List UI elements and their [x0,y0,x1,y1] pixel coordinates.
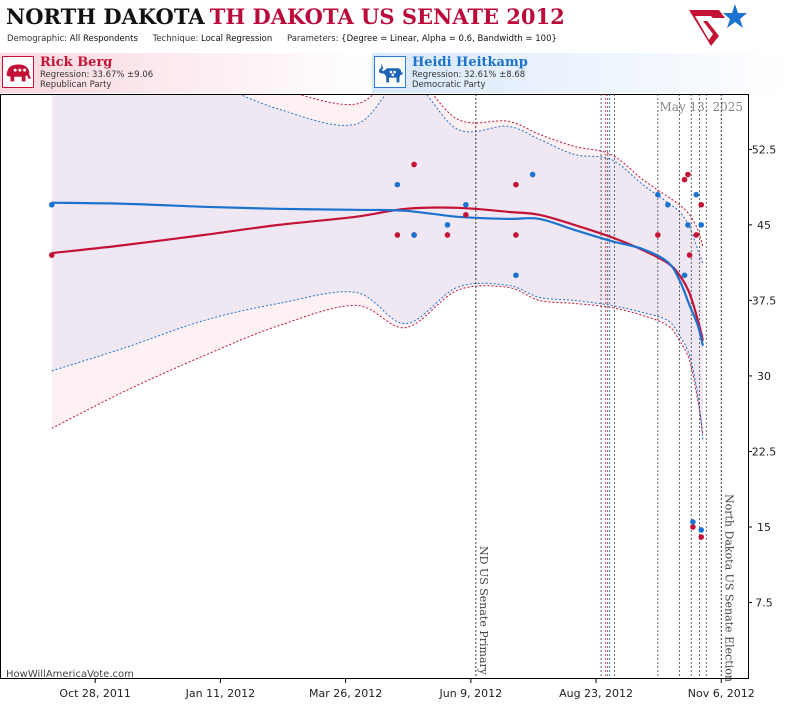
parameters-line: Demographic: All Respondents Technique: … [7,34,569,44]
chart-title: NORTH DAKOTA TH DAKOTA US SENATE 2012 [6,4,565,29]
title-state: NORTH DAKOTA [6,4,205,29]
poll-point-rep[interactable] [513,181,519,188]
poll-point-rep[interactable] [513,232,519,238]
rep-name: Rick Berg [40,55,113,70]
trend-line-rep [51,206,704,341]
candidate-rep-panel: Rick Berg Regression: 33.67% ±9.06 Repub… [0,53,370,93]
rep-regression: Regression: 33.67% ±9.06 [40,70,154,80]
poll-point-dem[interactable] [698,222,705,228]
x-tick-label: Jun 9, 2012 [439,687,503,700]
dem-party: Democratic Party [412,80,486,90]
parameters-label: Parameters: [286,34,339,44]
poll-point-rep[interactable] [690,524,696,530]
poll-point-dem[interactable] [463,201,469,208]
poll-point-dem[interactable] [681,272,688,279]
x-tick-label: Aug 23, 2012 [559,687,633,700]
x-tick-label: Oct 28, 2011 [59,687,131,700]
trend-line-dem [51,201,704,346]
poll-point-dem[interactable] [444,222,451,228]
poll-point-dem[interactable] [394,181,401,188]
event-label: North Dakota US Senate Election [722,494,735,682]
watermark: HowWillAmericaVote.com [6,669,134,680]
poll-point-rep[interactable] [693,232,700,238]
band-upper-dem [240,95,704,264]
candidate-dem-panel: Heidi Heitkamp Regression: 32.61% ±8.68 … [372,53,789,93]
poll-point-rep[interactable] [685,171,691,178]
poll-chart: ND US Senate Primary North Dakota US Sena… [0,94,777,700]
technique-label: Technique: [152,34,199,44]
parameters-value: {Degree = Linear, Alpha = 0.6, Bandwidth… [341,34,557,44]
band-lower-rep [51,285,704,435]
y-tick-label: 30 [757,370,771,383]
rep-party: Republican Party [40,80,112,90]
poll-point-dem[interactable] [513,272,519,279]
poll-point-rep[interactable] [686,252,693,258]
technique-value: Local Regression [201,34,273,44]
site-logo-icon [689,4,747,46]
poll-point-dem[interactable] [698,527,705,533]
donkey-icon [374,56,406,88]
poll-point-dem[interactable] [411,232,417,238]
band-lower-dem [51,282,704,442]
poll-point-dem[interactable] [665,201,671,208]
plot-area [0,94,749,679]
dem-regression: Regression: 32.61% ±8.68 [412,70,526,80]
x-tick-label: Nov 6, 2012 [688,687,755,700]
demographic-label: Demographic: [7,34,68,44]
y-tick-label: 52.5 [752,143,777,156]
poll-point-rep[interactable] [681,176,688,183]
poll-point-rep[interactable] [698,534,705,540]
poll-point-rep[interactable] [48,252,55,258]
event-label: ND US Senate Primary [477,546,490,676]
poll-point-rep[interactable] [463,212,469,218]
poll-point-dem[interactable] [690,519,696,525]
poll-point-rep[interactable] [698,201,705,208]
confidence-band-rep [51,95,703,435]
elephant-icon [2,56,34,88]
poll-point-rep[interactable] [444,232,451,238]
y-tick-label: 15 [757,521,771,534]
poll-point-rep[interactable] [394,232,401,238]
dem-name: Heidi Heitkamp [412,55,528,70]
poll-point-rep[interactable] [411,161,417,168]
poll-point-dem[interactable] [685,222,691,228]
poll-point-rep[interactable] [655,232,661,238]
poll-point-dem[interactable] [48,201,55,208]
poll-point-dem[interactable] [529,171,536,178]
title-race: TH DAKOTA US SENATE 2012 [209,4,565,29]
confidence-band-dem [51,95,703,442]
y-tick-label: 7.5 [755,596,773,609]
y-tick-label: 45 [757,219,771,232]
y-tick-label: 22.5 [752,445,777,458]
poll-point-dem[interactable] [655,191,661,198]
x-tick-label: Jan 11, 2012 [185,687,255,700]
date-stamp: May 13, 2025 [660,100,743,114]
poll-point-dem[interactable] [693,191,700,198]
x-tick-label: Mar 26, 2012 [309,687,382,700]
y-tick-label: 37.5 [752,294,777,307]
demographic-value: All Respondents [69,34,138,44]
